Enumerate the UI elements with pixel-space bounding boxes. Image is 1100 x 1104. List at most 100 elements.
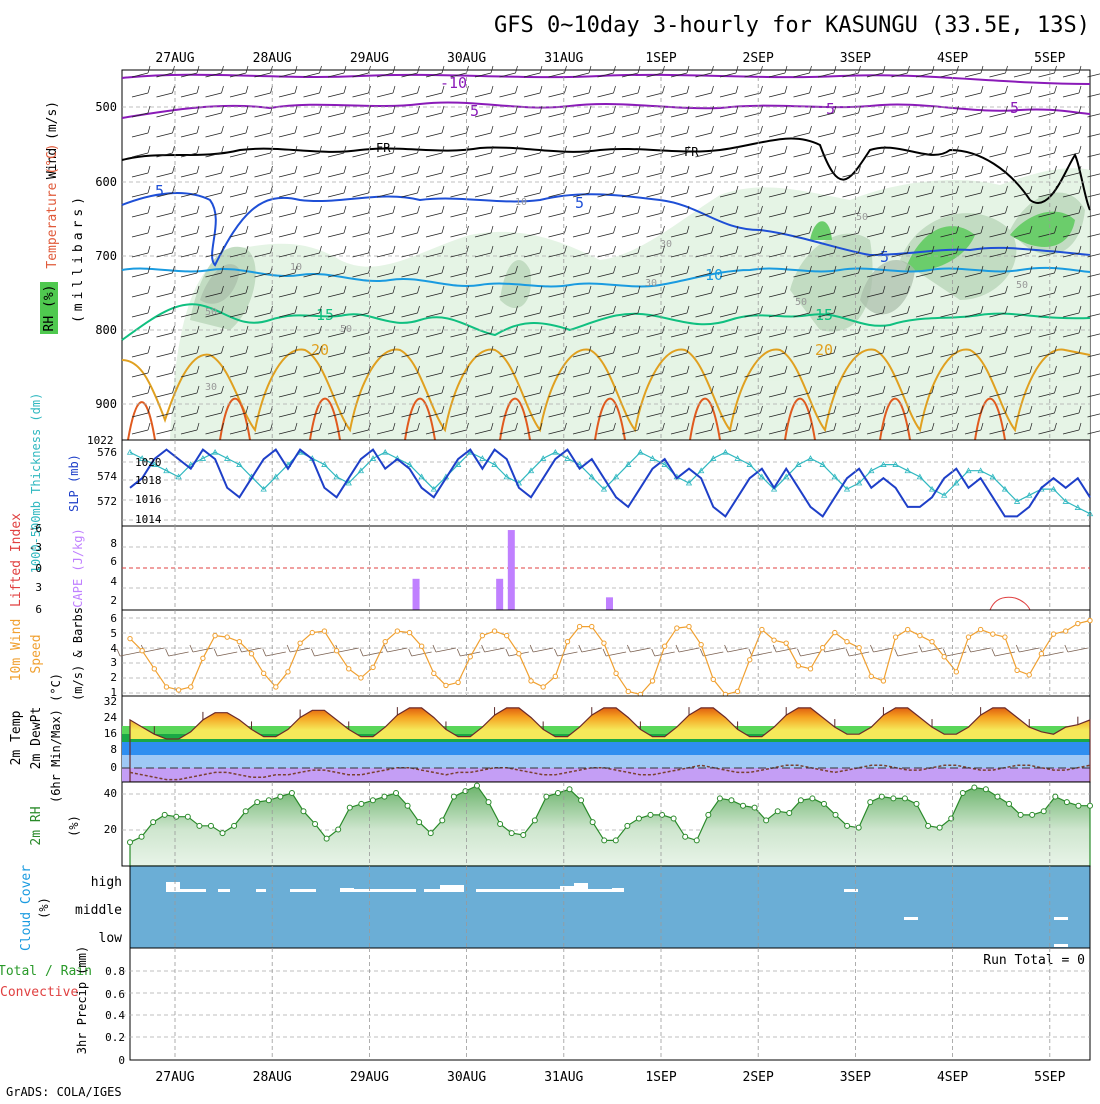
wind10m-ylabel-main: 10m Wind bbox=[9, 619, 24, 682]
wind-marker bbox=[748, 658, 752, 662]
rh-marker bbox=[359, 801, 364, 806]
rh-marker bbox=[960, 790, 965, 795]
wind-marker bbox=[189, 685, 193, 689]
wind-marker bbox=[590, 624, 594, 628]
cloud-gap bbox=[424, 889, 440, 892]
wind-marker bbox=[480, 633, 484, 637]
rh-marker bbox=[983, 787, 988, 792]
wind-marker bbox=[772, 638, 776, 642]
cape-tick-6: 6 bbox=[110, 555, 117, 568]
wind-marker bbox=[286, 670, 290, 674]
precip-tick-08: 0.8 bbox=[105, 965, 125, 978]
cloud-axis: high middle low bbox=[75, 875, 122, 946]
cloud-gap bbox=[180, 889, 206, 892]
rh-marker bbox=[532, 818, 537, 823]
cloud-label-low: low bbox=[99, 931, 123, 946]
cloud-gap bbox=[440, 885, 464, 892]
li-tick-6: 6 bbox=[35, 603, 42, 616]
rh-marker bbox=[856, 825, 861, 830]
wind-marker bbox=[1063, 629, 1067, 633]
wind-marker bbox=[201, 656, 205, 660]
wind-marker bbox=[760, 627, 764, 631]
temp-tick-32: 32 bbox=[104, 695, 117, 708]
cloud-gap bbox=[340, 888, 354, 892]
rh-marker bbox=[729, 798, 734, 803]
wind-marker bbox=[650, 679, 654, 683]
wind-marker bbox=[954, 670, 958, 674]
rh-marker bbox=[544, 794, 549, 799]
li-tick-minus3: -3 bbox=[29, 541, 42, 554]
temp-tick-8: 8 bbox=[110, 743, 117, 756]
cloud-panel-frame bbox=[130, 866, 1090, 948]
precip-tick-0: 0 bbox=[118, 1054, 125, 1067]
cloud-panel: high middle low Cloud Cover (%) bbox=[19, 865, 1090, 951]
rh-marker bbox=[509, 831, 514, 836]
wind-marker bbox=[444, 683, 448, 687]
wind-marker bbox=[820, 645, 824, 649]
date-label-bottom: 5SEP bbox=[1034, 1070, 1065, 1085]
wind10m-ylabel-sub: Speed bbox=[29, 634, 44, 673]
cape-ylabel-cape: CAPE (J/kg) bbox=[71, 528, 85, 607]
wind-marker bbox=[565, 639, 569, 643]
date-label-bottom: 1SEP bbox=[645, 1070, 676, 1085]
wind-marker bbox=[432, 671, 436, 675]
cloud-gap bbox=[256, 889, 266, 892]
rh-marker bbox=[787, 811, 792, 816]
upper-ylabel-temp: Temperature (°C) bbox=[45, 143, 60, 268]
wind-barb-flag bbox=[117, 649, 120, 656]
wind-marker bbox=[152, 667, 156, 671]
rh-label-50-e: 50 bbox=[1016, 280, 1028, 291]
temp2m-ylabel-3: (6hr Min/Max) (°C) bbox=[49, 673, 63, 803]
cloud-gap bbox=[574, 883, 588, 892]
wind-marker bbox=[347, 667, 351, 671]
date-label-bottom: 2SEP bbox=[743, 1070, 774, 1085]
rh-marker bbox=[498, 822, 503, 827]
rh-marker bbox=[741, 803, 746, 808]
rh-marker bbox=[405, 803, 410, 808]
rh-marker bbox=[775, 809, 780, 814]
rh-marker bbox=[151, 820, 156, 825]
wind-tick-5: 5 bbox=[110, 627, 117, 640]
rh2m-ylabel: 2m RH bbox=[29, 806, 44, 845]
date-label-bottom: 27AUG bbox=[155, 1070, 194, 1085]
date-label-top: 1SEP bbox=[645, 51, 676, 66]
cloud-unit: (%) bbox=[37, 897, 51, 919]
wind-marker bbox=[237, 639, 241, 643]
precip-tick-02: 0.2 bbox=[105, 1031, 125, 1044]
rh-marker bbox=[1041, 809, 1046, 814]
rh-marker bbox=[139, 834, 144, 839]
rh-marker bbox=[764, 818, 769, 823]
date-label-top: 30AUG bbox=[447, 51, 486, 66]
label-5-d: 5 bbox=[826, 100, 835, 118]
rh-marker bbox=[451, 794, 456, 799]
precip-ylabel-conv: Convective bbox=[0, 985, 78, 1000]
wind-marker bbox=[140, 649, 144, 653]
temp-tick-16: 16 bbox=[104, 727, 117, 740]
tick-800mb: 800 bbox=[95, 323, 117, 337]
li-tick-0: 0 bbox=[35, 562, 42, 575]
rh-marker bbox=[902, 796, 907, 801]
footer-credit: GrADS: COLA/IGES bbox=[6, 1085, 122, 1099]
cape-tick-8: 8 bbox=[110, 537, 117, 550]
wind-marker bbox=[881, 679, 885, 683]
wind-marker bbox=[310, 630, 314, 634]
wind-marker bbox=[978, 627, 982, 631]
li-tick-minus6: -6 bbox=[29, 522, 42, 535]
slp-ylabel-slp: SLP (mb) bbox=[67, 454, 81, 512]
rh-marker bbox=[162, 812, 167, 817]
precip-run-total: Run Total = 0 bbox=[983, 953, 1085, 968]
wind-marker bbox=[833, 630, 837, 634]
rh-marker bbox=[266, 798, 271, 803]
cape-bar bbox=[496, 579, 503, 610]
label-fr-a: FR bbox=[376, 141, 391, 155]
rh-marker bbox=[995, 794, 1000, 799]
wind10m-axis: 6 5 4 3 2 1 bbox=[110, 612, 117, 699]
rh2m-unit: (%) bbox=[67, 815, 81, 837]
wind-tick-3: 3 bbox=[110, 656, 117, 669]
rh-marker bbox=[220, 831, 225, 836]
slp-tick-1014: 1014 bbox=[135, 513, 162, 526]
wind-marker bbox=[626, 689, 630, 693]
wind-marker bbox=[1088, 618, 1092, 622]
thick-tick-572: 572 bbox=[97, 495, 117, 508]
